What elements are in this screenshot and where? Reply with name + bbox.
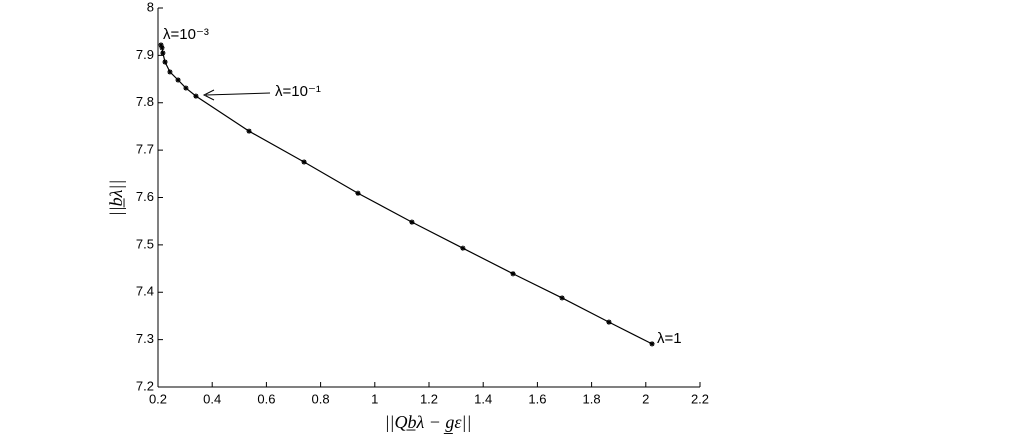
x-tick-label: 1 — [371, 391, 378, 406]
y-tick-label: 7.9 — [136, 47, 154, 62]
y-tick-label: 7.8 — [136, 94, 154, 109]
point-marker — [649, 341, 655, 347]
point-marker — [510, 271, 516, 277]
point-marker — [246, 128, 252, 134]
x-tick-label: 0.2 — [149, 391, 167, 406]
x-tick-label: 0.6 — [257, 391, 275, 406]
point-marker — [460, 245, 466, 251]
point-marker — [559, 295, 565, 301]
point-marker — [158, 42, 164, 48]
point-marker — [167, 69, 173, 75]
y-tick-label: 7.3 — [136, 331, 154, 346]
point-marker — [162, 59, 168, 65]
point-marker — [355, 190, 361, 196]
point-marker — [301, 159, 307, 165]
annotation: λ=10⁻¹ — [275, 83, 321, 100]
point-marker — [193, 93, 199, 99]
y-tick-label: 7.4 — [136, 284, 154, 299]
point-marker — [606, 319, 612, 325]
y-tick-label: 7.7 — [136, 142, 154, 157]
x-tick-label: 0.4 — [203, 391, 221, 406]
x-tick-label: 1.6 — [528, 391, 546, 406]
data-line — [160, 44, 653, 345]
y-tick-label: 7.2 — [136, 378, 154, 393]
x-axis-label: ||Qb̲λ − g̲ε|| — [385, 412, 472, 435]
y-tick-label: 7.5 — [136, 236, 154, 251]
x-tick-label: 1.4 — [474, 391, 492, 406]
x-tick-label: 2.2 — [691, 391, 709, 406]
point-marker — [409, 219, 415, 225]
y-axis-label: ||b̲λ|| — [106, 180, 126, 217]
arrow-head — [202, 89, 215, 101]
x-tick-label: 0.8 — [312, 391, 330, 406]
x-tick-label: 1.8 — [583, 391, 601, 406]
point-marker — [175, 77, 181, 83]
point-marker — [160, 50, 166, 56]
point-marker — [183, 85, 189, 91]
annotation-arrow — [205, 92, 271, 96]
annotation: λ=10⁻³ — [163, 26, 209, 43]
point-marker — [159, 45, 165, 51]
y-tick-label: 7.6 — [136, 189, 154, 204]
annotation: λ=1 — [657, 330, 682, 347]
x-tick-label: 1.2 — [420, 391, 438, 406]
x-tick-label: 2 — [642, 391, 649, 406]
y-tick-label: 8 — [147, 0, 154, 14]
